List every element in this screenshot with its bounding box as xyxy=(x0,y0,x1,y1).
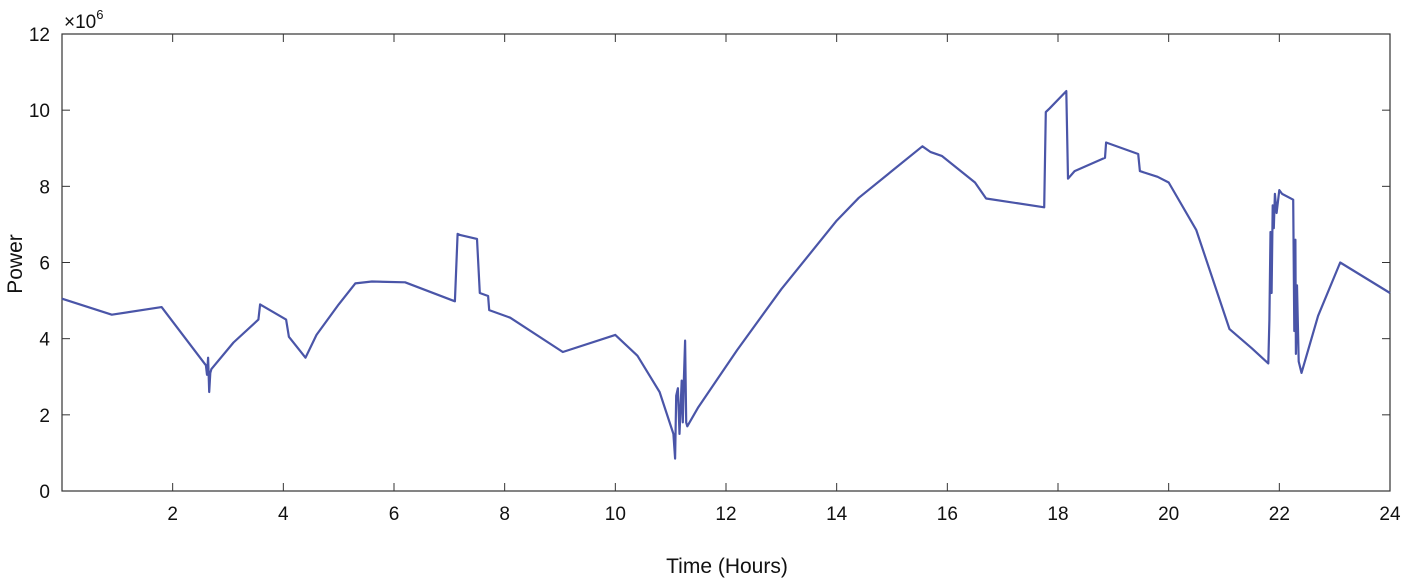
x-tick-label-6: 6 xyxy=(389,504,400,525)
x-ticks: 2 4 6 8 10 12 14 16 18 20 22 24 xyxy=(167,34,1401,525)
y-tick-label-6: 6 xyxy=(39,254,50,275)
x-tick-label-20: 20 xyxy=(1158,504,1179,525)
y-tick-label-8: 8 xyxy=(39,177,50,198)
y-tick-label-12: 12 xyxy=(29,25,50,46)
y-tick-label-4: 4 xyxy=(39,330,50,351)
y-axis-label: Power xyxy=(4,234,27,294)
y-tick-label-2: 2 xyxy=(39,406,50,427)
power-series-line xyxy=(61,90,1391,460)
x-tick-label-14: 14 xyxy=(826,504,848,525)
x-tick-label-4: 4 xyxy=(278,504,289,525)
y-ticks: 0 2 4 6 8 10 12 xyxy=(29,25,1390,503)
x-tick-label-2: 2 xyxy=(167,504,178,525)
x-tick-label-24: 24 xyxy=(1379,504,1401,525)
y-tick-label-0: 0 xyxy=(39,482,50,503)
y-axis-multiplier-exponent: 6 xyxy=(96,7,103,22)
x-tick-label-8: 8 xyxy=(499,504,510,525)
y-axis-multiplier: ×106 xyxy=(64,7,103,33)
x-tick-label-12: 12 xyxy=(715,504,736,525)
y-tick-label-10: 10 xyxy=(29,101,50,122)
x-tick-label-10: 10 xyxy=(605,504,626,525)
x-tick-label-16: 16 xyxy=(937,504,958,525)
y-axis-multiplier-base: ×10 xyxy=(64,12,96,33)
x-axis-label: Time (Hours) xyxy=(666,555,788,578)
x-tick-label-18: 18 xyxy=(1047,504,1068,525)
axes-box xyxy=(61,33,1391,492)
x-tick-label-22: 22 xyxy=(1269,504,1290,525)
